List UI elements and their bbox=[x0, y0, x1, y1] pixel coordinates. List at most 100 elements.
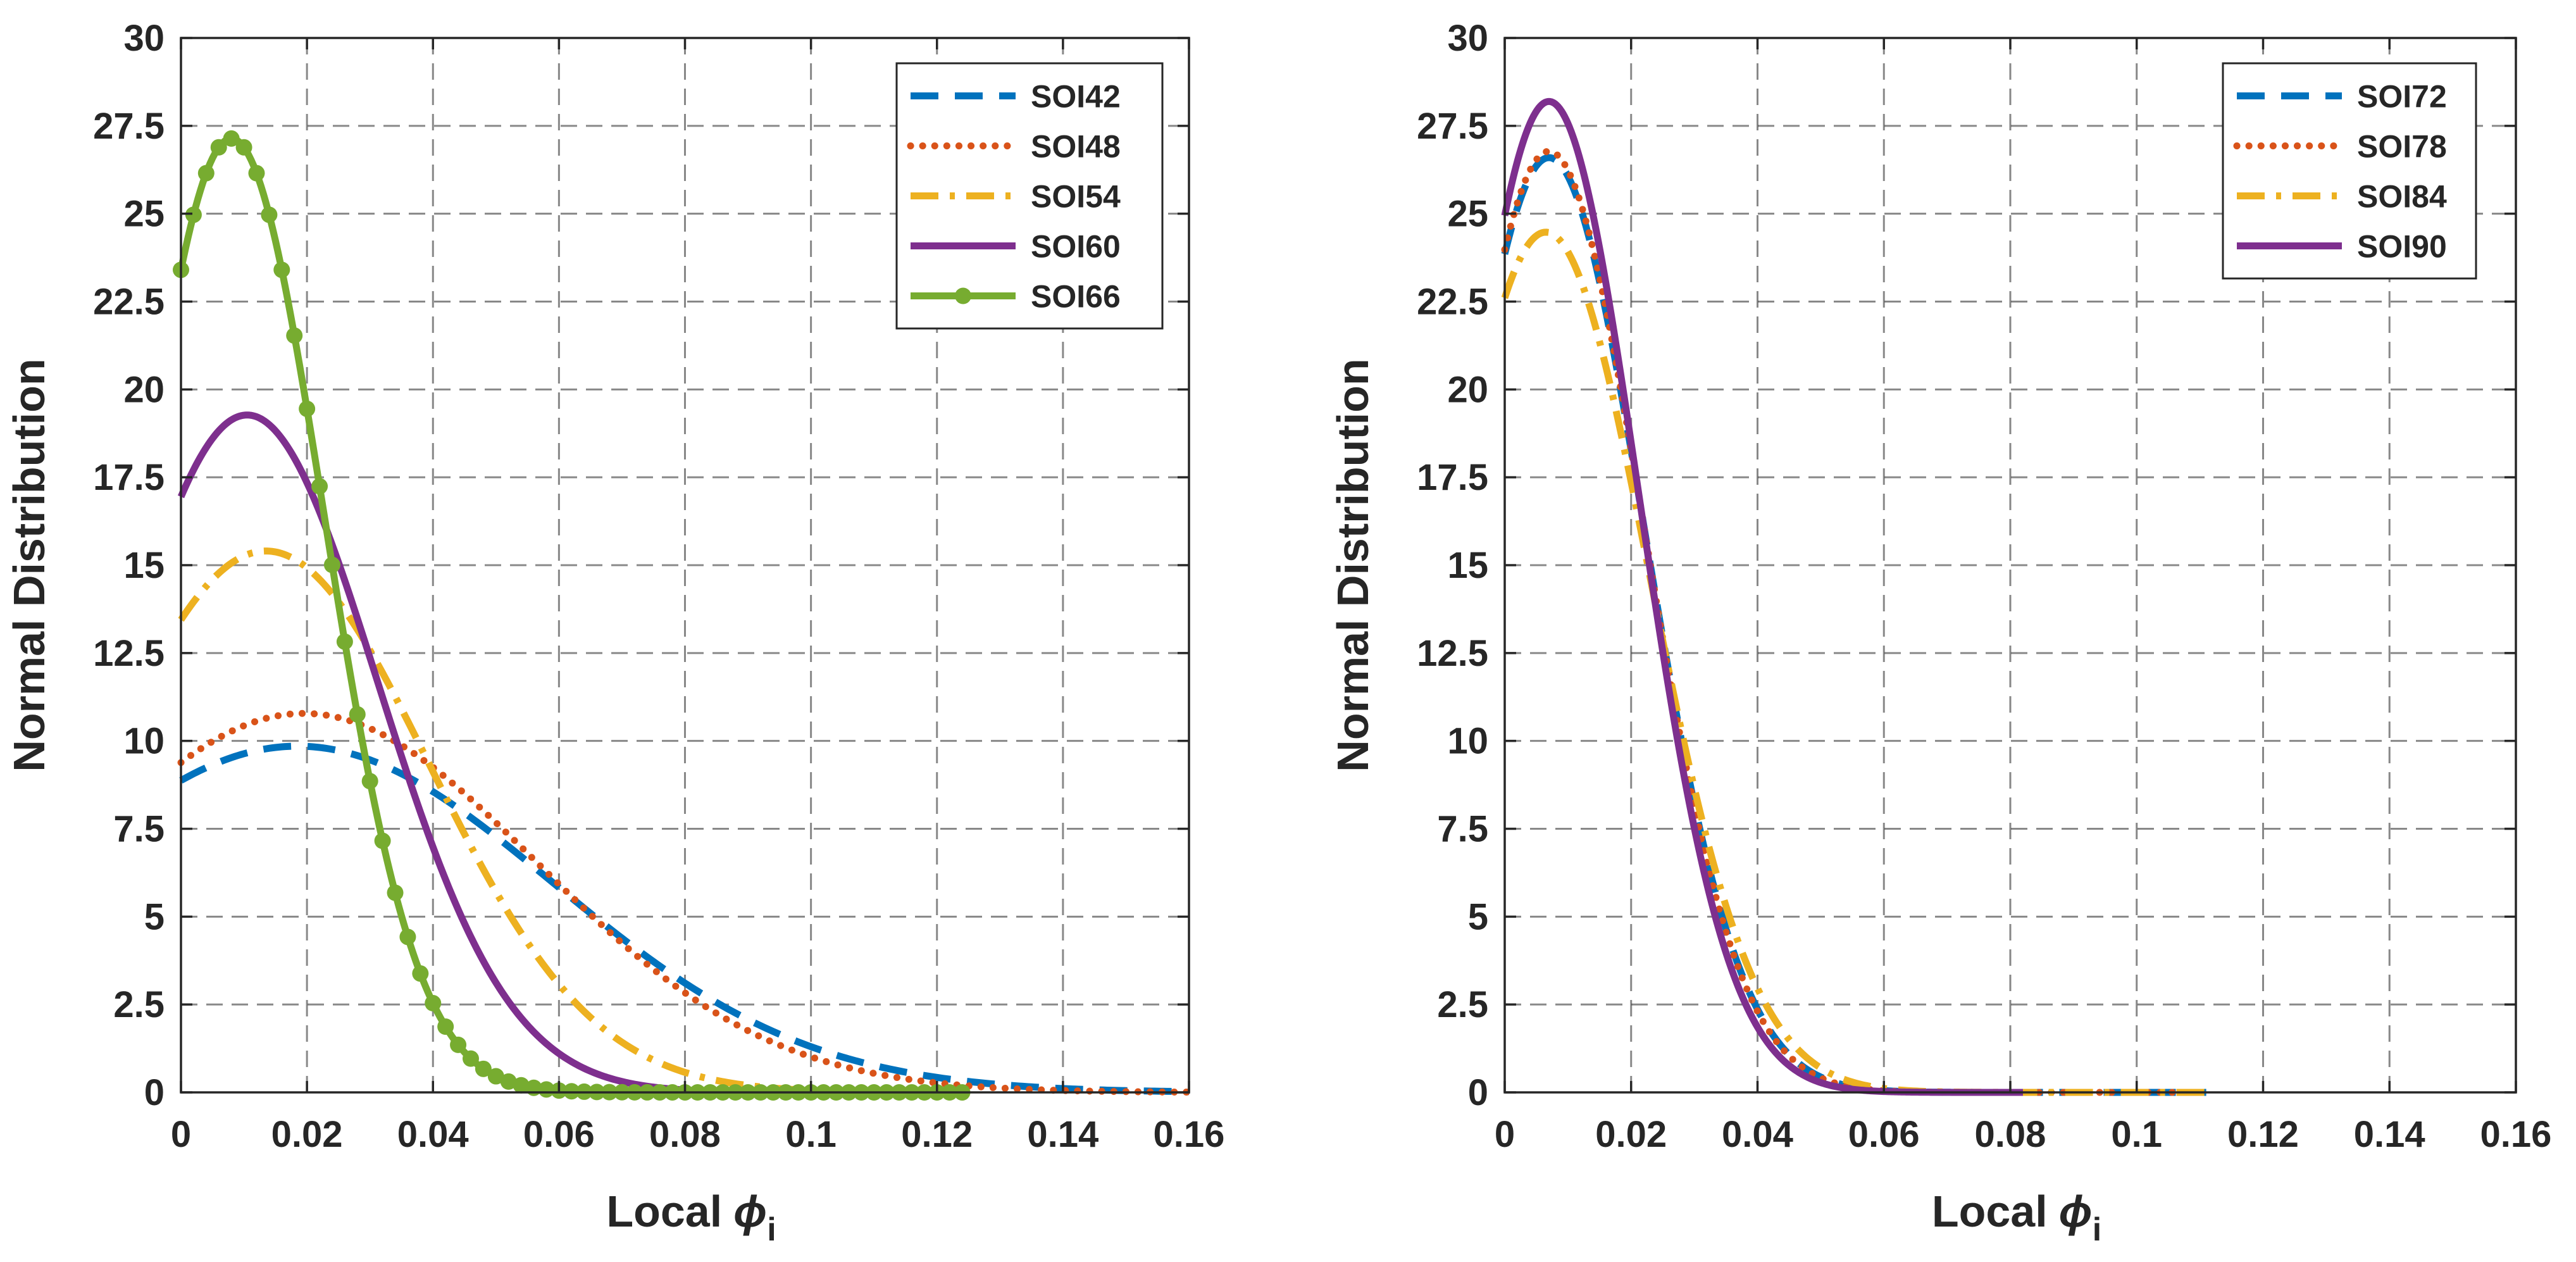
left-series-soi66-marker bbox=[412, 965, 429, 982]
left-series-soi66-marker bbox=[399, 928, 416, 946]
right-x-tick-label: 0.02 bbox=[1595, 1114, 1667, 1155]
left-y-tick-label: 7.5 bbox=[113, 809, 165, 850]
left-legend-label-soi54: SOI54 bbox=[1031, 179, 1121, 215]
left-series-soi66-marker bbox=[487, 1068, 504, 1085]
left-series-soi66-marker bbox=[323, 556, 340, 573]
left-series-soi66-marker bbox=[374, 832, 391, 849]
left-y-tick-label: 12.5 bbox=[93, 633, 165, 674]
right-x-tick-label: 0 bbox=[1495, 1114, 1515, 1155]
left-gridlines bbox=[181, 38, 1189, 1092]
left-legend-label-soi60: SOI60 bbox=[1031, 229, 1121, 265]
left-legend: SOI42 SOI48 SOI54 SOI60 SOI66 bbox=[895, 62, 1164, 330]
left-series-soi66-marker bbox=[425, 995, 442, 1012]
right-x-tick-label: 0.04 bbox=[1722, 1114, 1793, 1155]
right-x-axis-label-symbol: ϕ bbox=[2059, 1187, 2093, 1236]
right-y-tick-label: 22.5 bbox=[1417, 282, 1488, 323]
right-y-tick-label: 0 bbox=[1468, 1072, 1488, 1113]
left-legend-label-soi66: SOI66 bbox=[1031, 279, 1121, 315]
right-y-axis-label: Normal Distribution bbox=[1328, 358, 1378, 772]
left-legend-box bbox=[895, 62, 1164, 330]
left-series-soi66-marker bbox=[462, 1050, 479, 1067]
left-series-soi66-marker bbox=[336, 633, 353, 650]
left-x-tick-label: 0.12 bbox=[901, 1114, 973, 1155]
right-x-tick-label: 0.06 bbox=[1848, 1114, 1920, 1155]
right-y-tick-label: 25 bbox=[1447, 194, 1488, 235]
right-y-tick-label: 20 bbox=[1447, 369, 1488, 410]
left-series-soi66-marker bbox=[311, 478, 328, 495]
left-y-tick-label: 2.5 bbox=[113, 984, 165, 1025]
left-series-soi66-marker bbox=[387, 884, 404, 901]
left-series-soi66-marker bbox=[563, 1083, 580, 1100]
left-y-tick-label: 27.5 bbox=[93, 106, 165, 147]
left-series-soi66-marker bbox=[248, 165, 265, 182]
right-y-tick-label: 2.5 bbox=[1437, 984, 1488, 1025]
right-x-tick-label: 0.1 bbox=[2111, 1114, 2162, 1155]
left-y-tick-label: 20 bbox=[123, 369, 165, 410]
left-series-soi66-marker bbox=[197, 165, 215, 182]
left-x-axis-label-symbol: ϕ bbox=[733, 1187, 767, 1236]
left-series-soi66-marker bbox=[299, 400, 316, 417]
right-legend: SOI72 SOI78 SOI84 SOI90 bbox=[2222, 62, 2477, 280]
left-y-tick-label: 5 bbox=[144, 896, 165, 937]
right-x-axis-label-subscript: i bbox=[2093, 1211, 2101, 1248]
left-y-axis-label: Normal Distribution bbox=[4, 358, 54, 772]
right-legend-label-soi78: SOI78 bbox=[2357, 129, 2447, 165]
left-series-soi66-marker bbox=[235, 139, 252, 156]
left-series-soi66-marker bbox=[185, 206, 202, 223]
right-x-tick-label: 0.08 bbox=[1975, 1114, 2046, 1155]
right-y-tick-label: 7.5 bbox=[1437, 809, 1488, 850]
left-y-tick-label: 25 bbox=[123, 194, 165, 235]
left-series-soi66-marker bbox=[500, 1073, 517, 1090]
left-x-tick-label: 0 bbox=[171, 1114, 191, 1155]
right-x-tick-label: 0.12 bbox=[2227, 1114, 2299, 1155]
right-x-axis-label: Local ϕi bbox=[1932, 1187, 2101, 1248]
left-series-soi42-line bbox=[179, 742, 1190, 1096]
right-y-tick-label: 15 bbox=[1447, 545, 1488, 586]
left-ticks: 0 0.02 0.04 0.06 0.08 0.1 0.12 0.14 0.16 0 2.5 5 7.5… bbox=[93, 18, 1224, 1155]
left-x-tick-label: 0.06 bbox=[523, 1114, 595, 1155]
left-series-soi66-marker bbox=[361, 773, 378, 790]
left-x-tick-label: 0.1 bbox=[785, 1114, 837, 1155]
left-x-tick-label: 0.16 bbox=[1154, 1114, 1225, 1155]
left-legend-label-soi48: SOI48 bbox=[1031, 129, 1121, 165]
left-legend-marker-soi66 bbox=[955, 287, 971, 304]
left-x-axis-label: Local ϕi bbox=[606, 1187, 776, 1248]
left-y-tick-label: 17.5 bbox=[93, 457, 165, 498]
right-legend-label-soi84: SOI84 bbox=[2357, 179, 2447, 215]
right-x-tick-label: 0.16 bbox=[2480, 1114, 2552, 1155]
left-series-soi66-marker bbox=[261, 206, 278, 223]
left-series-soi48-line bbox=[177, 709, 1193, 1096]
left-y-tick-label: 22.5 bbox=[93, 282, 165, 323]
left-series-soi60-line bbox=[177, 411, 706, 1095]
right-y-tick-label: 27.5 bbox=[1417, 106, 1488, 147]
left-panel: 0 0.02 0.04 0.06 0.08 0.1 0.12 0.14 0.16 0 2.5 5 7.5… bbox=[4, 18, 1224, 1248]
left-series-soi66-marker bbox=[286, 327, 303, 344]
left-legend-label-soi42: SOI42 bbox=[1031, 79, 1121, 115]
left-series-soi66-marker bbox=[223, 130, 240, 147]
right-ticks: 0 0.02 0.04 0.06 0.08 0.1 0.12 0.14 0.16 0 2.5 5 7.5… bbox=[1417, 18, 2551, 1155]
right-y-tick-label: 5 bbox=[1468, 896, 1488, 937]
left-y-tick-label: 30 bbox=[123, 18, 165, 59]
right-panel: 0 0.02 0.04 0.06 0.08 0.1 0.12 0.14 0.16 0 2.5 5 7.5… bbox=[1328, 18, 2551, 1248]
right-y-tick-label: 12.5 bbox=[1417, 633, 1488, 674]
right-x-axis-label-text: Local bbox=[1932, 1187, 2048, 1236]
left-series-soi66-marker bbox=[210, 139, 227, 156]
left-series-soi66-marker bbox=[273, 261, 290, 278]
left-series-soi66-marker bbox=[450, 1036, 467, 1053]
left-x-tick-label: 0.04 bbox=[397, 1114, 469, 1155]
right-x-tick-label: 0.14 bbox=[2354, 1114, 2425, 1155]
left-x-tick-label: 0.14 bbox=[1027, 1114, 1098, 1155]
left-y-tick-label: 15 bbox=[123, 545, 165, 586]
left-x-tick-label: 0.08 bbox=[649, 1114, 721, 1155]
right-y-tick-label: 30 bbox=[1447, 18, 1488, 59]
left-series-soi66-marker bbox=[538, 1081, 555, 1098]
right-y-tick-label: 10 bbox=[1447, 721, 1488, 762]
left-x-tick-label: 0.02 bbox=[271, 1114, 343, 1155]
left-series-soi66-marker bbox=[513, 1077, 530, 1094]
left-y-tick-label: 10 bbox=[123, 721, 165, 762]
left-x-axis-label-text: Local bbox=[606, 1187, 722, 1236]
left-series-soi66-marker bbox=[475, 1060, 492, 1077]
left-series-soi66-marker bbox=[349, 706, 366, 723]
right-y-tick-label: 17.5 bbox=[1417, 457, 1488, 498]
